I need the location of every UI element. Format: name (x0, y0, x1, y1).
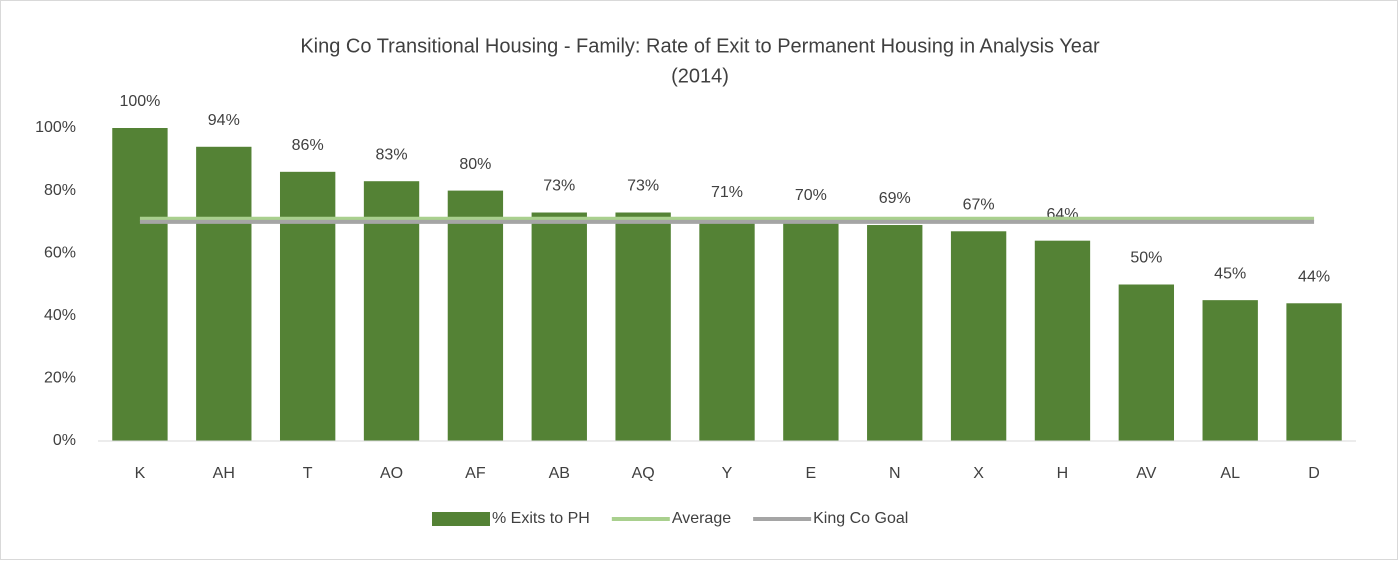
legend-label: King Co Goal (813, 510, 908, 527)
x-tick-label: AQ (632, 465, 655, 482)
x-tick-label: D (1308, 465, 1320, 482)
bar (867, 225, 923, 441)
x-tick-label: E (806, 465, 817, 482)
bar (363, 181, 420, 441)
data-label: 50% (1130, 250, 1162, 267)
y-tick-label: 80% (44, 182, 76, 199)
bar (783, 221, 839, 441)
y-tick-label: 60% (44, 244, 76, 261)
bar (531, 212, 587, 441)
bar (1202, 300, 1258, 441)
bar (279, 171, 336, 441)
y-tick-label: 20% (44, 370, 76, 387)
data-label: 73% (627, 178, 659, 195)
data-label: 86% (292, 137, 324, 154)
y-tick-label: 0% (53, 432, 76, 449)
bar (1034, 240, 1091, 441)
x-tick-label: AL (1220, 465, 1240, 482)
data-label: 94% (208, 112, 240, 129)
x-tick-label: AV (1136, 465, 1156, 482)
data-label: 69% (879, 190, 911, 207)
data-label: 67% (963, 197, 995, 214)
data-label: 83% (376, 146, 408, 163)
legend-label: % Exits to PH (492, 510, 590, 527)
bar (1286, 303, 1342, 441)
y-tick-label: 100% (35, 119, 76, 136)
data-label: 44% (1298, 268, 1330, 285)
x-tick-label: N (889, 465, 901, 482)
bar (196, 146, 252, 441)
x-tick-label: Y (722, 465, 733, 482)
data-label: 80% (459, 156, 491, 173)
x-tick-label: H (1057, 465, 1069, 482)
data-label: 70% (795, 187, 827, 204)
bar (447, 190, 504, 441)
legend-label: Average (672, 510, 731, 527)
x-tick-label: AF (465, 465, 486, 482)
legend-swatch (432, 512, 490, 526)
y-tick-label: 40% (44, 307, 76, 324)
data-label: 100% (119, 93, 160, 110)
x-tick-label: AO (380, 465, 403, 482)
x-tick-label: AH (213, 465, 235, 482)
x-tick-label: X (973, 465, 984, 482)
data-label: 71% (711, 184, 743, 201)
data-label: 73% (543, 178, 575, 195)
bar (615, 212, 671, 441)
bar (112, 128, 168, 441)
bar (699, 218, 755, 441)
chart-title: (2014) (671, 65, 729, 87)
bar (950, 231, 1007, 441)
x-tick-label: T (303, 465, 313, 482)
data-label: 45% (1214, 265, 1246, 282)
x-tick-label: AB (549, 465, 570, 482)
x-tick-label: K (135, 465, 146, 482)
bar (1118, 284, 1175, 441)
chart-title: King Co Transitional Housing - Family: R… (300, 35, 1100, 57)
